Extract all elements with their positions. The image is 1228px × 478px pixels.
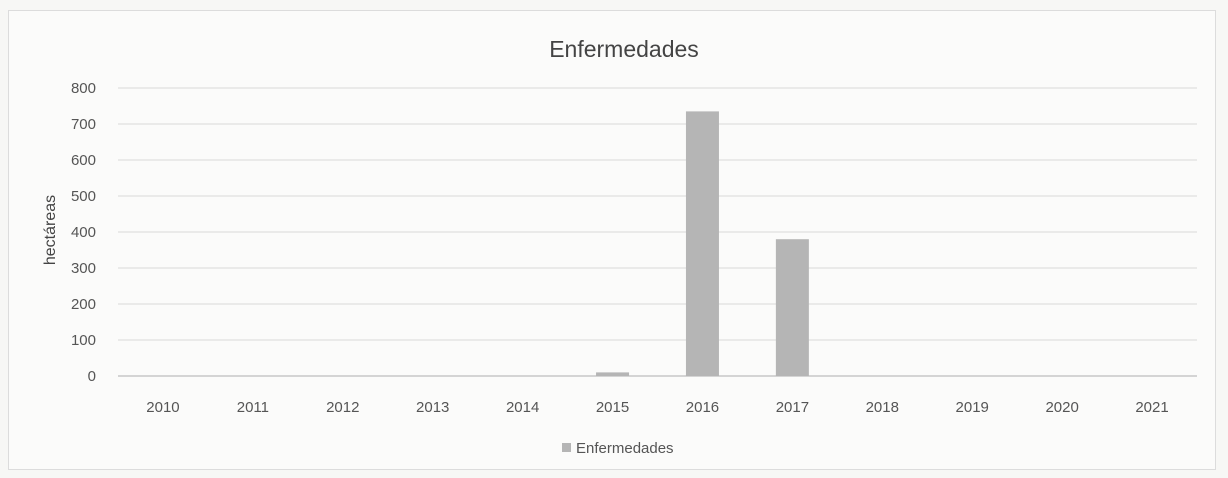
y-tick-label: 800 bbox=[71, 80, 96, 97]
y-tick-label: 200 bbox=[71, 296, 96, 313]
x-tick-label: 2020 bbox=[1045, 399, 1078, 416]
x-tick-label: 2011 bbox=[237, 399, 269, 416]
y-tick-label: 700 bbox=[71, 116, 96, 133]
bar-2016 bbox=[685, 111, 719, 377]
legend: Enfermedades bbox=[562, 440, 674, 457]
legend-swatch bbox=[562, 443, 571, 452]
x-tick-label: 2019 bbox=[956, 399, 989, 416]
y-tick-label: 400 bbox=[71, 224, 96, 241]
x-tick-label: 2010 bbox=[146, 399, 179, 416]
gridlines bbox=[118, 87, 1197, 377]
x-tick-label: 2015 bbox=[596, 399, 629, 416]
y-tick-label: 0 bbox=[88, 368, 96, 385]
chart-title: Enfermedades bbox=[549, 36, 699, 62]
x-tick-label: 2021 bbox=[1135, 399, 1168, 416]
x-tick-label: 2018 bbox=[866, 399, 899, 416]
x-tick-label: 2017 bbox=[776, 399, 809, 416]
legend-label: Enfermedades bbox=[576, 440, 674, 457]
x-tick-label: 2013 bbox=[416, 399, 449, 416]
y-tick-label: 600 bbox=[71, 152, 96, 169]
chart-frame bbox=[8, 10, 1216, 470]
y-axis-title: hectáreas bbox=[42, 195, 59, 265]
x-axis-ticks: 2010 2011 2012 2013 2014 2015 2016 2017 2018 2019… bbox=[146, 399, 1168, 416]
y-axis-ticks: 0 100 200 300 400 500 600 700 800 bbox=[71, 80, 96, 385]
y-tick-label: 500 bbox=[71, 188, 96, 205]
x-tick-label: 2016 bbox=[686, 399, 719, 416]
y-tick-label: 100 bbox=[71, 332, 96, 349]
bars bbox=[596, 111, 809, 377]
y-tick-label: 300 bbox=[71, 260, 96, 277]
bar-2017 bbox=[775, 239, 809, 376]
bar-2015 bbox=[596, 372, 630, 376]
x-tick-label: 2014 bbox=[506, 399, 539, 416]
x-tick-label: 2012 bbox=[326, 399, 359, 416]
